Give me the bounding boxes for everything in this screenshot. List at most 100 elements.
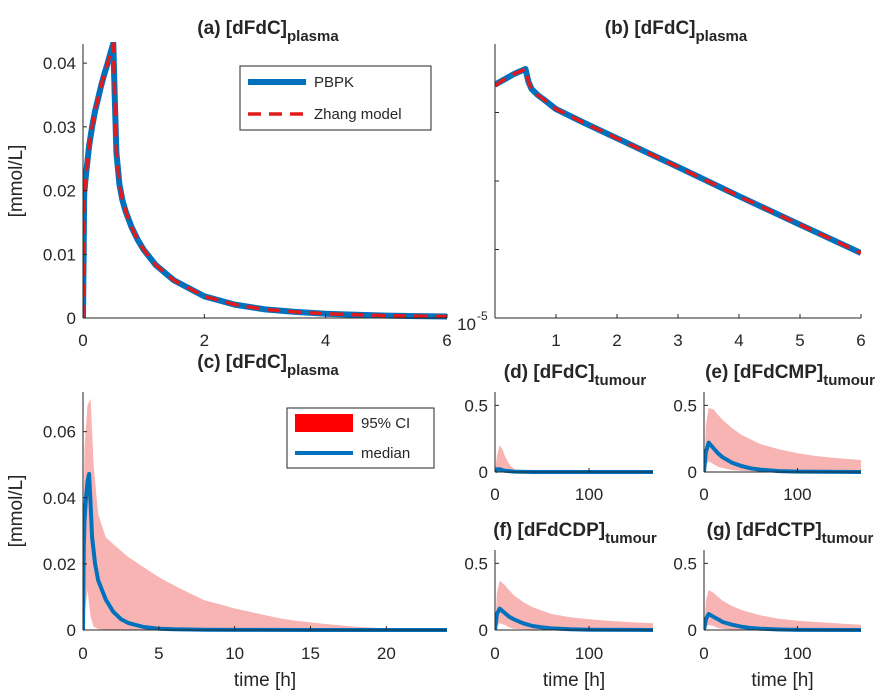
x-tick-label-c: 15 (301, 644, 320, 663)
ci-band-d (495, 445, 653, 472)
panel-title-subscript-d: tumour (595, 372, 647, 389)
y-tick-label-f: 0 (479, 621, 488, 640)
panel-title-c: (c) [dFdC]plasma (197, 352, 339, 379)
plot-area-a (83, 42, 447, 320)
panel-title-main-f: (f) [dFdCDP] (493, 520, 605, 541)
y-tick-label-d: 0 (479, 463, 488, 482)
y-tick-label-a: 0 (67, 309, 76, 328)
plot-area-d (495, 445, 653, 474)
y-axis-label-a: [mmol/L] (6, 145, 27, 218)
x-tick-label-d: 0 (490, 485, 499, 504)
legend-box-a (239, 65, 432, 131)
x-tick-label-a: 0 (78, 331, 87, 350)
legend-c: 95% CI median (286, 407, 435, 469)
x-tick-label-b: 4 (734, 331, 743, 350)
x-axis-label-f: time [h] (543, 670, 605, 691)
y-tick-label-a: 0.03 (43, 118, 76, 137)
ci-band-g (704, 590, 861, 630)
y-tick-label-a: 0.02 (43, 182, 76, 201)
x-tick-label-b: 6 (856, 331, 865, 350)
panel-title-main-c: (c) [dFdC] (197, 352, 287, 373)
x-tick-label-d: 100 (575, 485, 603, 504)
y-tick-label-c: 0.04 (43, 489, 76, 508)
x-axis-label-c: time [h] (234, 670, 296, 691)
series-line-b-zhang-model (495, 67, 861, 255)
panel-title-subscript-g: tumour (822, 530, 874, 547)
panel-f: 0 100 0 0.5 (f) [dFdCDP]tumour time [h] (464, 520, 657, 691)
series-line-a-zhang-model (83, 42, 447, 319)
panel-d: 0 100 0 0.5 (d) [dFdC]tumour (464, 362, 653, 504)
legend-label-zhang-model: Zhang model (314, 106, 402, 123)
panel-title-subscript-c: plasma (287, 362, 339, 379)
series-line-b-pbpk (495, 66, 861, 256)
legend-label-pbpk: PBPK (314, 74, 354, 91)
ci-band-c (83, 398, 447, 630)
y-tick-label-a: 0.01 (43, 245, 76, 264)
panel-title-subscript-b: plasma (696, 28, 748, 45)
panel-title-subscript-a: plasma (287, 28, 339, 45)
x-tick-label-e: 100 (783, 485, 811, 504)
panel-title-subscript-e: tumour (823, 372, 875, 389)
y-tick-label-c: 0 (67, 621, 76, 640)
panel-title-main-a: (a) [dFdC] (197, 18, 287, 39)
legend-label-median: median (361, 445, 410, 462)
x-tick-label-c: 20 (377, 644, 396, 663)
x-tick-label-b: 1 (551, 331, 560, 350)
series-line-e-median (704, 440, 861, 474)
x-axis-label-g: time [h] (751, 670, 813, 691)
x-tick-label-b: 2 (612, 331, 621, 350)
plot-area-g (704, 590, 861, 632)
y-tick-label-c: 0.02 (43, 555, 76, 574)
x-tick-label-f: 0 (490, 644, 499, 663)
panel-title-main-e: (e) [dFdCMP] (705, 362, 823, 383)
legend-a: PBPK Zhang model (239, 65, 432, 131)
x-tick-label-a: 2 (200, 331, 209, 350)
y-tick-label-a: 0.04 (43, 54, 76, 73)
y-tick-label-c: 0.06 (43, 423, 76, 442)
x-tick-label-a: 4 (321, 331, 330, 350)
x-tick-label-c: 10 (225, 644, 244, 663)
series-line-f-median (495, 606, 653, 632)
y-tick-label-e: 0.5 (673, 396, 697, 415)
panel-title-e: (e) [dFdCMP]tumour (705, 362, 875, 389)
ci-band-f (495, 580, 653, 630)
panel-title-f: (f) [dFdCDP]tumour (493, 520, 657, 547)
plot-area-e (704, 408, 861, 474)
panel-c: 0 5 10 15 20 0 0.02 0.04 0.06 (c) [dFdC]plasma [mm… (6, 352, 447, 691)
panel-title-a: (a) [dFdC]plasma (197, 18, 339, 45)
panel-e: 0 100 0 0.5 (e) [dFdCMP]tumour (673, 362, 875, 504)
x-tick-label-g: 100 (783, 644, 811, 663)
panel-a: 0 2 4 6 0 0.01 0.02 0.03 0.04 (a) [dFdC]plasma [mm… (6, 18, 452, 350)
x-tick-label-b: 5 (795, 331, 804, 350)
x-tick-label-c: 5 (154, 644, 163, 663)
x-tick-label-a: 6 (442, 331, 451, 350)
y-tick-label-d: 0.5 (464, 396, 488, 415)
x-tick-label-f: 100 (575, 644, 603, 663)
y-tick-exponent-b: -5 (477, 309, 488, 323)
panel-title-b: (b) [dFdC]plasma (605, 18, 748, 45)
panel-g: 0 100 0 0.5 (g) [dFdCTP]tumour time [h] (673, 520, 873, 691)
panel-title-main-g: (g) [dFdCTP] (707, 520, 822, 541)
y-tick-label-f: 0.5 (464, 554, 488, 573)
panel-title-d: (d) [dFdC]tumour (504, 362, 647, 389)
panel-title-main-b: (b) [dFdC] (605, 18, 696, 39)
x-tick-label-c: 0 (78, 644, 87, 663)
x-tick-label-b: 3 (673, 331, 682, 350)
panel-title-g: (g) [dFdCTP]tumour (707, 520, 874, 547)
plot-area-f (495, 580, 653, 632)
legend-box-c (286, 407, 435, 469)
y-tick-label-e: 0 (688, 463, 697, 482)
panel-b: 1 2 3 4 5 6 10 -5 (b) [dFdC]plasma (457, 18, 866, 350)
panel-title-main-d: (d) [dFdC] (504, 362, 595, 383)
y-tick-label-g: 0 (688, 621, 697, 640)
y-axis-label-c: [mmol/L] (6, 475, 27, 548)
plot-area-b (495, 66, 861, 256)
y-tick-label-g: 0.5 (673, 554, 697, 573)
y-tick-label-b: 10 (457, 315, 476, 334)
x-tick-label-e: 0 (699, 485, 708, 504)
ci-band-e (704, 408, 861, 472)
legend-swatch-95-ci (295, 414, 353, 432)
legend-label-95-ci: 95% CI (361, 415, 410, 432)
panel-title-subscript-f: tumour (605, 530, 657, 547)
